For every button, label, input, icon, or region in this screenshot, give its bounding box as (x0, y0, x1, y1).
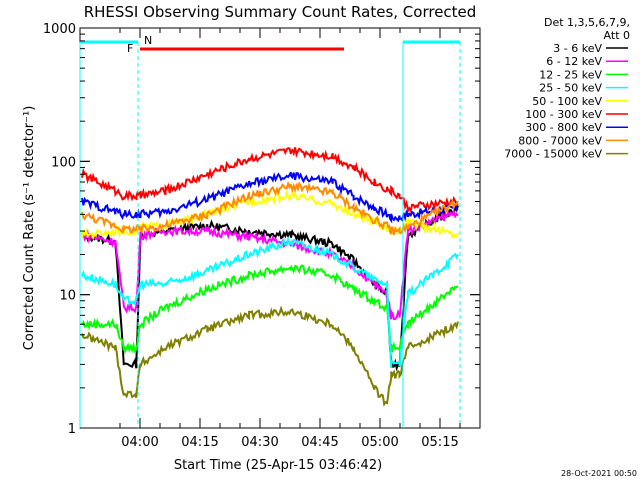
legend-label: 3 - 6 keV (553, 42, 602, 55)
y-tick-label: 1000 (43, 22, 76, 37)
y-tick-label: 1 (68, 422, 76, 437)
y-tick-label: 100 (51, 155, 76, 170)
series-line (81, 171, 459, 224)
x-tick-label: 04:30 (241, 435, 278, 450)
legend-label: 7000 - 15000 keV (504, 148, 602, 161)
series-line (81, 209, 459, 321)
series-line (81, 147, 459, 215)
legend-label: 100 - 300 keV (525, 108, 602, 121)
legend-label: 800 - 7000 keV (518, 134, 602, 147)
x-axis-label: Start Time (25-Apr-15 03:46:42) (174, 458, 382, 473)
series-line (81, 235, 459, 369)
flare-label: F (127, 42, 133, 55)
legend-header: Det 1,3,5,6,7,9, (544, 16, 630, 29)
series-line (81, 180, 459, 236)
y-axis-label: Corrected Count Rate (s⁻¹ detector⁻¹) (22, 106, 37, 351)
x-tick-label: 04:00 (121, 435, 158, 450)
legend-header: Att 0 (604, 29, 630, 42)
legend-label: 12 - 25 keV (539, 68, 602, 81)
axes-layer: 1 10 100 1000 04:00 04:15 04:30 04:45 05:00 05:15 (43, 22, 480, 450)
marker-layer: NF (79, 34, 461, 428)
x-tick-label: 05:00 (361, 435, 398, 450)
series-line (81, 305, 459, 407)
series-line (81, 264, 459, 355)
y-tick-label: 10 (59, 289, 76, 304)
chart-title: RHESSI Observing Summary Count Rates, Co… (84, 3, 477, 21)
series-layer (81, 147, 459, 407)
legend-label: 50 - 100 keV (532, 95, 602, 108)
legend-label: 25 - 50 keV (539, 82, 602, 95)
footer-date: 28-Oct-2021 00:50 (561, 469, 637, 478)
night-label: N (144, 34, 152, 47)
x-tick-label: 05:15 (421, 435, 458, 450)
legend-label: 300 - 800 keV (525, 121, 602, 134)
x-tick-label: 04:15 (181, 435, 218, 450)
legend-label: 6 - 12 keV (546, 55, 602, 68)
x-tick-label: 04:45 (301, 435, 338, 450)
